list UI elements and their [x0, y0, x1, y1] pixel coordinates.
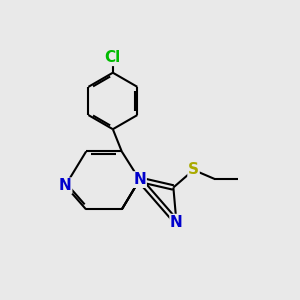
Text: N: N: [133, 172, 146, 187]
Text: Cl: Cl: [105, 50, 121, 65]
Text: N: N: [133, 172, 146, 187]
Text: N: N: [170, 214, 183, 230]
Text: N: N: [59, 178, 72, 193]
Text: S: S: [188, 162, 199, 177]
